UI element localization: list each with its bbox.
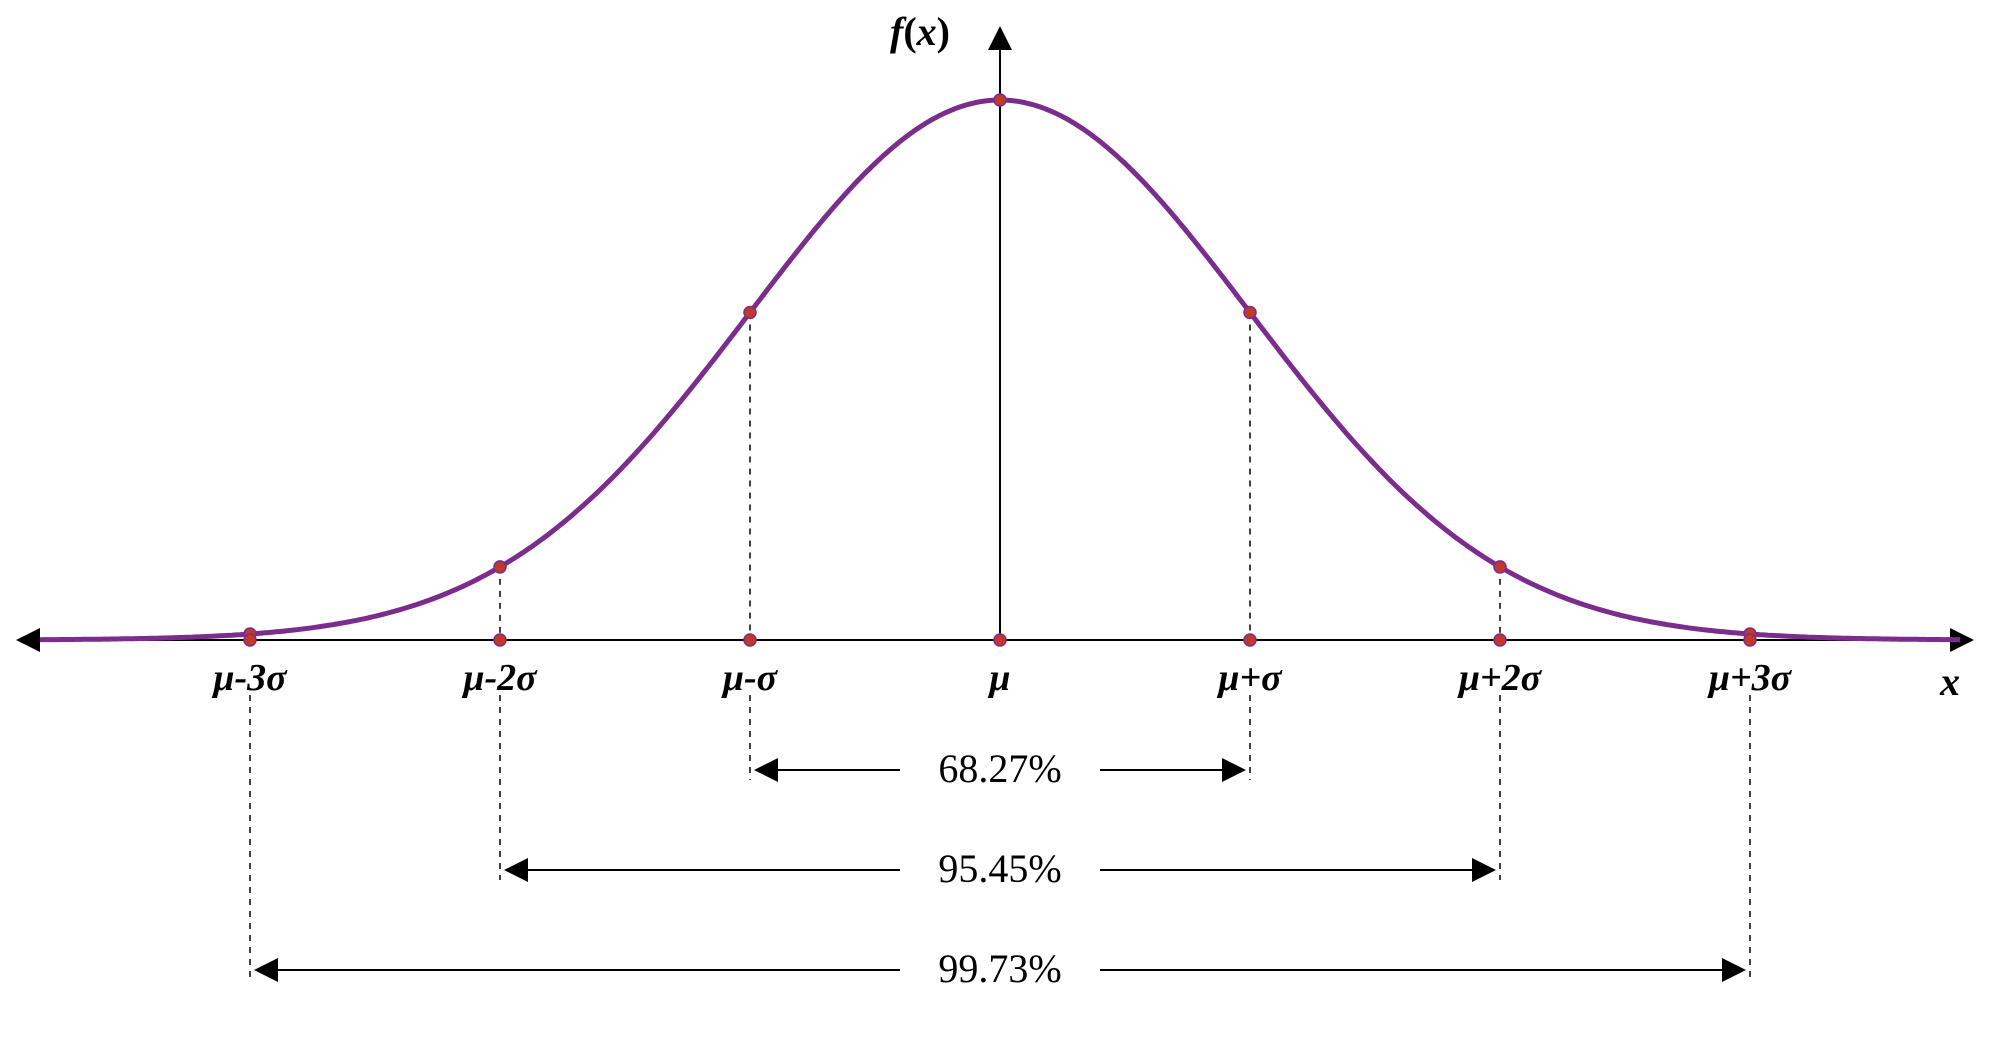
x-axis-label: x	[1939, 659, 1960, 704]
tick-label-p1: μ+σ	[1216, 657, 1283, 699]
pct-label-three-sigma: 99.73%	[938, 946, 1061, 991]
tick-label-p2: μ+2σ	[1457, 657, 1543, 699]
curve-dot-m1	[744, 306, 756, 318]
percentage-annotations: 68.27% 95.45% 99.73%	[258, 746, 1742, 991]
axis-dot-m2	[494, 634, 506, 646]
tick-labels: μ-3σ μ-2σ μ-σ μ μ+σ μ+2σ μ+3σ	[211, 657, 1792, 699]
axis-dot-p2	[1494, 634, 1506, 646]
axis-dot-m3	[244, 634, 256, 646]
tick-label-m2: μ-2σ	[461, 657, 538, 699]
normal-distribution-diagram: f(x) x μ-3σ μ-2σ μ-σ μ μ+σ μ+2σ μ+3σ 68.27% 95.…	[0, 0, 2000, 1041]
tick-label-p3: μ+3σ	[1707, 657, 1793, 699]
curve-dot-peak	[994, 94, 1006, 106]
tick-label-m3: μ-3σ	[211, 657, 288, 699]
axis-dot-m1	[744, 634, 756, 646]
tick-label-m1: μ-σ	[721, 657, 779, 699]
pct-label-one-sigma: 68.27%	[938, 746, 1061, 791]
axis-dot-mu	[994, 634, 1006, 646]
tick-label-mu: μ	[987, 657, 1010, 699]
axis-dot-p1	[1244, 634, 1256, 646]
axis-dot-p3	[1744, 634, 1756, 646]
y-axis-label: f(x)	[890, 9, 950, 54]
curve-dot-p1	[1244, 306, 1256, 318]
pct-label-two-sigma: 95.45%	[938, 846, 1061, 891]
below-dashed-lines	[250, 695, 1750, 980]
curve-dot-p2	[1494, 561, 1506, 573]
curve-dot-m2	[494, 561, 506, 573]
